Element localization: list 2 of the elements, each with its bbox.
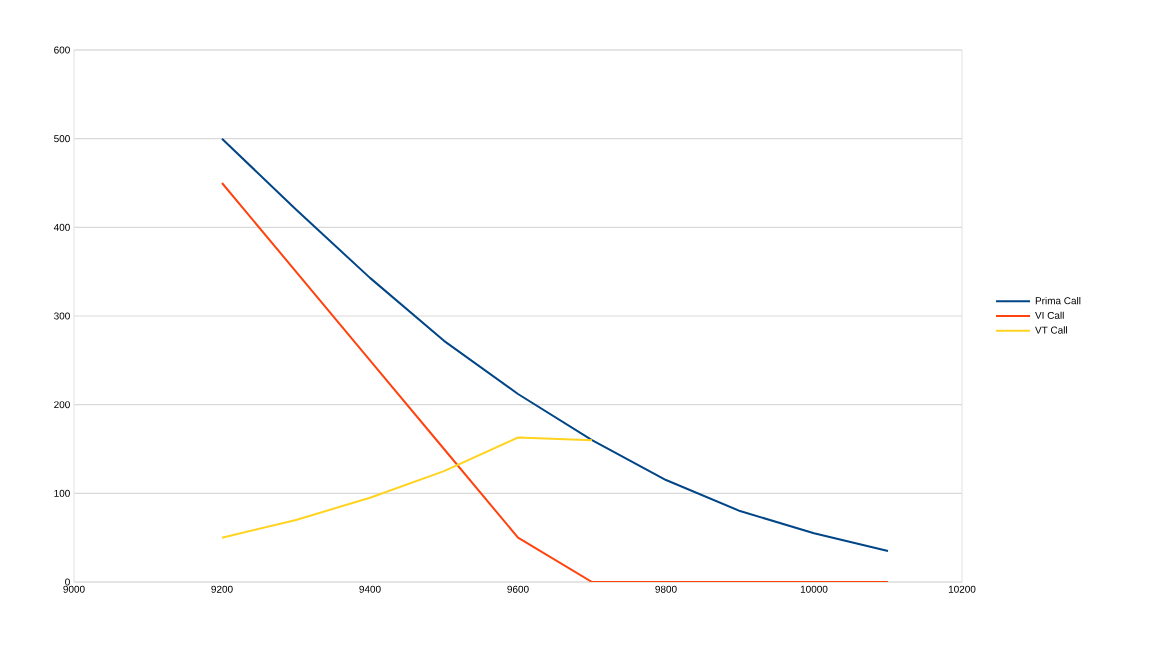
line-series: [221, 436, 594, 539]
line-series: [221, 137, 890, 552]
